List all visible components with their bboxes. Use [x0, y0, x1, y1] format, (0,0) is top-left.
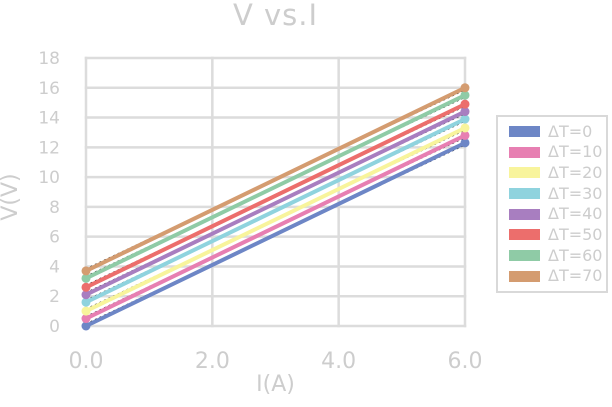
data-point-marker — [460, 83, 470, 93]
legend-swatch — [509, 126, 540, 138]
legend-swatch — [509, 229, 540, 241]
y-tick-label: 10 — [38, 168, 60, 188]
legend-swatch — [509, 167, 540, 179]
series-line — [84, 85, 467, 273]
series-line — [84, 102, 467, 290]
legend-item: ΔT=70 — [498, 266, 606, 286]
y-tick-label: 0 — [49, 317, 60, 337]
legend: ΔT=0 ΔT=10 ΔT=20 ΔT=30 ΔT=40 ΔT=50 ΔT=60 ΔT=70 — [496, 115, 608, 293]
legend-label: ΔT=20 — [548, 162, 603, 182]
y-tick-label: 6 — [49, 228, 60, 248]
legend-item: ΔT=40 — [498, 204, 606, 224]
data-point-marker — [460, 114, 470, 124]
x-tick-label: 6.0 — [448, 349, 483, 374]
legend-item: ΔT=50 — [498, 225, 606, 245]
y-tick-label: 16 — [38, 79, 60, 99]
legend-item: ΔT=30 — [498, 184, 606, 204]
data-point-marker — [81, 290, 91, 300]
y-tick-label: 12 — [38, 138, 60, 158]
x-tick-label: 4.0 — [321, 349, 356, 374]
data-point-marker — [81, 321, 91, 331]
data-point-marker — [460, 107, 470, 117]
legend-label: ΔT=10 — [548, 142, 603, 162]
x-tick-label: 0.0 — [69, 349, 104, 374]
data-point-marker — [460, 123, 470, 133]
y-axis-label: V(V) — [0, 173, 23, 221]
series-line — [84, 109, 467, 297]
data-point-marker — [460, 90, 470, 100]
data-point-marker — [81, 273, 91, 283]
legend-label: ΔT=0 — [548, 121, 593, 141]
series-line — [84, 125, 467, 314]
legend-item: ΔT=0 — [498, 122, 606, 142]
legend-label: ΔT=60 — [548, 245, 603, 265]
legend-label: ΔT=40 — [548, 204, 603, 224]
data-point-marker — [460, 130, 470, 140]
series-line — [84, 93, 467, 281]
legend-swatch — [509, 208, 540, 220]
data-point-marker — [81, 306, 91, 316]
legend-label: ΔT=30 — [548, 183, 603, 203]
legend-item: ΔT=20 — [498, 163, 606, 183]
y-tick-label: 18 — [38, 49, 60, 69]
legend-item: ΔT=60 — [498, 246, 606, 266]
x-axis-label: I(A) — [256, 372, 295, 397]
legend-swatch — [509, 188, 540, 200]
data-point-marker — [81, 282, 91, 292]
data-point-marker — [81, 314, 91, 324]
data-point-marker — [81, 266, 91, 276]
data-point-marker — [460, 99, 470, 109]
series-line — [84, 133, 467, 321]
legend-label: ΔT=50 — [548, 224, 603, 244]
data-point-marker — [460, 138, 470, 148]
y-tick-label: 2 — [49, 287, 60, 307]
y-tick-label: 4 — [49, 257, 60, 277]
legend-swatch — [509, 146, 540, 158]
y-tick-label: 8 — [49, 198, 60, 218]
chart-title: V vs.I — [232, 0, 319, 32]
data-point-marker — [81, 297, 91, 307]
series-line — [84, 140, 467, 328]
series-line — [84, 117, 467, 305]
legend-swatch — [509, 250, 540, 262]
x-tick-label: 2.0 — [195, 349, 230, 374]
legend-item: ΔT=10 — [498, 142, 606, 162]
legend-label: ΔT=70 — [548, 266, 603, 286]
legend-swatch — [509, 270, 540, 282]
y-tick-label: 14 — [38, 109, 60, 129]
